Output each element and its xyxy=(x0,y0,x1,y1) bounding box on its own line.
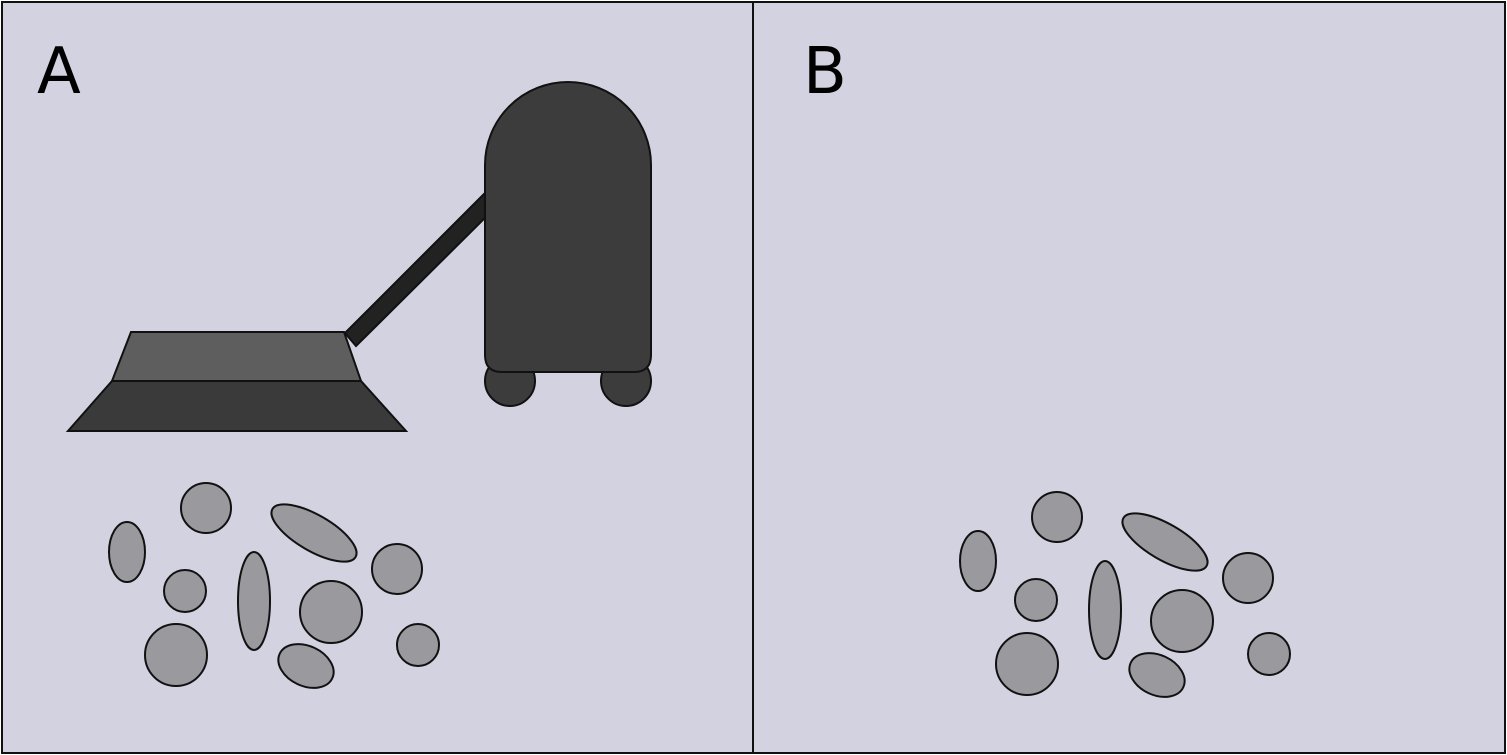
panel-b-label: B xyxy=(803,35,847,109)
debris-particle xyxy=(1031,491,1083,543)
vacuum-head-base xyxy=(65,380,409,432)
debris-cluster-a xyxy=(108,482,440,689)
debris-particle xyxy=(277,643,335,689)
vacuum-cleaner-icon xyxy=(65,81,652,432)
debris-particle xyxy=(237,551,271,651)
debris-particle xyxy=(270,503,358,563)
debris-particle xyxy=(396,623,440,667)
debris-particle xyxy=(163,569,207,613)
debris-particle xyxy=(180,482,232,534)
vacuum-head-top xyxy=(110,331,363,382)
panel-a-label: A xyxy=(37,35,81,109)
vacuum-body xyxy=(484,81,652,373)
debris-particle xyxy=(1121,512,1209,572)
debris-cluster-b xyxy=(959,491,1291,698)
debris-particle xyxy=(144,623,208,687)
debris-particle xyxy=(1247,632,1291,676)
panel-a: A xyxy=(1,1,754,754)
panel-b: B xyxy=(752,1,1506,754)
panel-b-frame xyxy=(752,1,1506,754)
debris-particle xyxy=(1128,652,1186,698)
debris-particle xyxy=(1150,589,1214,653)
debris-particle xyxy=(1088,560,1122,660)
debris-particle xyxy=(371,543,423,595)
debris-particle xyxy=(299,580,363,644)
debris-particle xyxy=(995,632,1059,696)
debris-particle xyxy=(959,530,997,592)
debris-particle xyxy=(108,521,146,583)
debris-particle xyxy=(1222,552,1274,604)
debris-particle xyxy=(1014,578,1058,622)
